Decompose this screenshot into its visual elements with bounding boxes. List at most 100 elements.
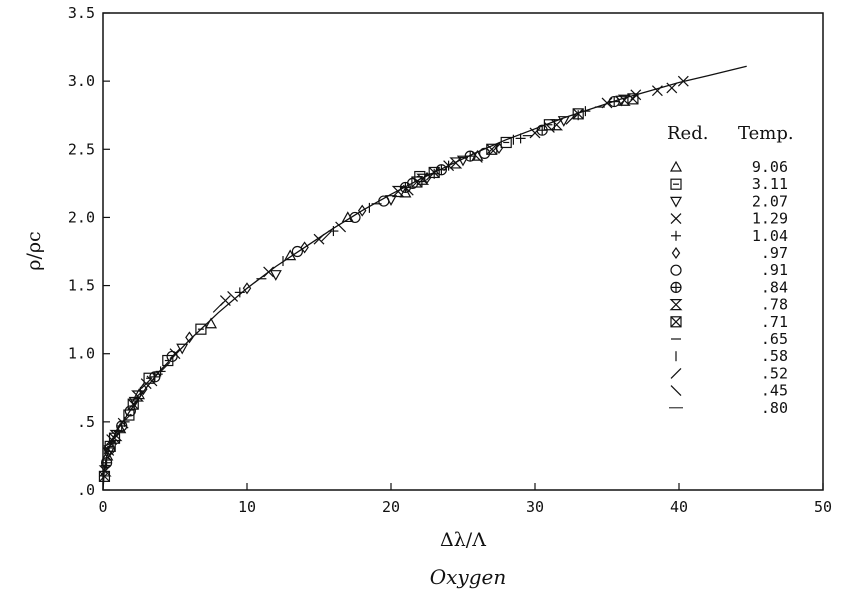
legend: Red. Temp. 9.063.112.071.291.04.97.91.84… (667, 123, 794, 417)
data-point-series-4 (515, 133, 526, 144)
y-tick-label: 1.5 (68, 277, 95, 295)
legend-label: .97 (761, 244, 788, 262)
legend-label: .52 (761, 364, 788, 382)
legend-symbol (670, 213, 682, 225)
legend-label: .71 (761, 313, 788, 331)
data-point-series-3 (169, 348, 181, 360)
legend-symbol (670, 264, 682, 276)
y-tick-label: 1.0 (68, 345, 95, 363)
legend-symbol (670, 385, 682, 397)
data-point-series-7 (536, 124, 548, 136)
data-point-series-7 (149, 371, 161, 383)
legend-label: .78 (761, 296, 788, 314)
legend-label: 1.04 (752, 227, 788, 245)
legend-label: .65 (761, 330, 788, 348)
data-point-series-2 (557, 116, 570, 127)
legend-symbol (670, 367, 682, 379)
chart-caption: Oxygen (430, 565, 507, 589)
data-point-series-13 (543, 122, 555, 133)
data-point-series-6 (103, 443, 116, 455)
legend-title-red: Red. (667, 123, 708, 144)
x-tick-label: 20 (382, 498, 400, 516)
data-point-series-3 (677, 75, 689, 87)
data-point-series-6 (349, 211, 361, 224)
data-point-series-2 (128, 396, 141, 408)
data-point-series-8 (617, 94, 631, 106)
y-tick-label: .5 (77, 413, 95, 431)
y-axis-title: ρ/ρc (23, 231, 45, 270)
legend-symbol (670, 178, 682, 190)
legend-symbol (671, 230, 681, 241)
legend-label: .91 (761, 261, 788, 279)
data-point-series-4 (234, 287, 245, 298)
data-point-series-0 (204, 317, 218, 329)
x-tick-label: 30 (526, 498, 544, 516)
data-point-series-8 (98, 465, 112, 477)
legend-symbol (670, 316, 682, 328)
data-point-series-12 (159, 361, 171, 373)
data-point-series-9 (486, 143, 498, 155)
data-point-series-13 (146, 375, 158, 387)
data-point-series-12 (489, 143, 501, 155)
axis-ticks: 0 10 20 30 40 50 .0 .5 1.0 1.5 2.0 2.5 3.0 3.5 (68, 4, 832, 516)
fitted-curve-layer (102, 65, 747, 491)
fitted-curve (102, 65, 747, 491)
data-point-series-12 (425, 169, 437, 181)
data-point-series-13 (335, 221, 347, 233)
y-tick-label: .0 (77, 481, 95, 499)
data-point-series-8 (131, 390, 145, 402)
legend-symbol (669, 299, 683, 311)
data-point-series-2 (269, 270, 282, 281)
data-point-series-3 (651, 85, 663, 97)
data-point-series-1 (500, 136, 512, 149)
legend-label: 1.29 (752, 210, 788, 228)
data-point-series-3 (601, 97, 613, 109)
legend-symbol (670, 281, 682, 293)
data-point-series-6 (291, 245, 303, 258)
x-tick-label: 10 (238, 498, 256, 516)
data-point-series-13 (471, 152, 483, 163)
data-point-series-12 (565, 113, 577, 125)
legend-label: 3.11 (752, 175, 788, 193)
y-tick-label: 3.5 (68, 4, 95, 22)
data-point-series-8 (109, 429, 123, 442)
legend-symbol (669, 160, 683, 172)
data-point-series-9 (127, 398, 139, 410)
legend-label: 2.07 (752, 192, 788, 210)
data-point-series-3 (529, 127, 541, 139)
data-point-series-4 (580, 106, 591, 117)
data-point-series-9 (627, 93, 639, 105)
data-point-series-6 (378, 195, 390, 207)
y-tick-label: 2.0 (68, 208, 95, 226)
x-tick-label: 40 (670, 498, 688, 516)
data-point-series-7 (608, 95, 620, 108)
legend-label: .84 (761, 278, 788, 296)
data-point-series-3 (666, 82, 678, 94)
legend-label-curve: .80 (761, 399, 788, 417)
data-point-series-1 (195, 323, 207, 335)
data-point-series-5 (185, 331, 194, 344)
legend-symbol (669, 196, 683, 208)
data-point-series-8 (391, 185, 405, 198)
data-point-series-5 (242, 282, 252, 295)
legend-label: .45 (761, 382, 788, 400)
legend-label: 9.06 (752, 158, 788, 176)
data-point-series-2 (456, 155, 470, 167)
data-point-series-6 (479, 147, 491, 159)
data-point-series-6 (166, 350, 178, 363)
data-point-series-9 (98, 470, 111, 482)
data-point-series-12 (212, 301, 224, 313)
data-point-series-4 (328, 226, 339, 237)
data-point-series-9 (411, 176, 423, 188)
data-point-series-5 (300, 241, 309, 254)
data-point-series-3 (263, 266, 275, 278)
data-point-series-3 (140, 378, 152, 390)
data-point-series-13 (103, 445, 115, 456)
plot-frame (102, 12, 824, 491)
data-point-series-0 (284, 249, 297, 261)
data-point-series-12 (320, 231, 332, 242)
x-axis-title: Δλ/Λ (440, 529, 486, 551)
x-tick-label: 0 (98, 498, 107, 516)
legend-title-temp: Temp. (738, 123, 794, 144)
